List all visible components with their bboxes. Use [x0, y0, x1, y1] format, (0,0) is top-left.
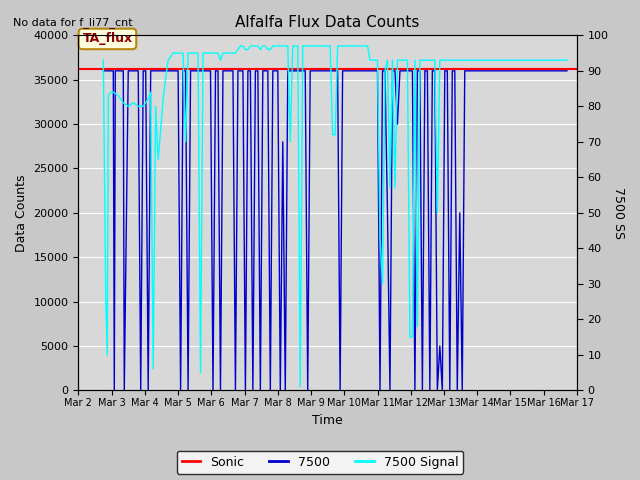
Y-axis label: 7500 SS: 7500 SS — [612, 187, 625, 239]
Text: TA_flux: TA_flux — [83, 33, 132, 46]
Title: Alfalfa Flux Data Counts: Alfalfa Flux Data Counts — [236, 15, 420, 30]
X-axis label: Time: Time — [312, 414, 343, 427]
Y-axis label: Data Counts: Data Counts — [15, 174, 28, 252]
Legend: Sonic, 7500, 7500 Signal: Sonic, 7500, 7500 Signal — [177, 451, 463, 474]
Text: No data for f_li77_cnt: No data for f_li77_cnt — [13, 17, 132, 28]
